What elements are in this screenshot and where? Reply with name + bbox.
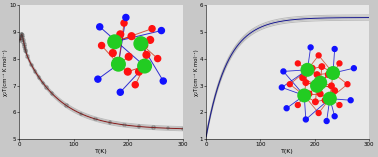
- Point: [21, 43, 27, 46]
- Point: [22, 47, 28, 50]
- Point: [36, 76, 42, 79]
- Point: [21, 41, 27, 43]
- Point: [19, 35, 25, 37]
- Point: [19, 33, 25, 36]
- Point: [107, 121, 113, 124]
- Point: [17, 39, 23, 41]
- Point: [32, 70, 38, 73]
- Point: [40, 81, 46, 84]
- Point: [165, 127, 171, 130]
- Point: [18, 35, 24, 37]
- Point: [20, 39, 26, 41]
- Point: [22, 49, 28, 51]
- Point: [78, 112, 84, 115]
- X-axis label: T(K): T(K): [94, 149, 107, 154]
- Point: [93, 118, 99, 120]
- Point: [49, 92, 55, 95]
- X-axis label: T(K): T(K): [281, 149, 294, 154]
- Point: [22, 45, 28, 48]
- Point: [136, 125, 142, 128]
- Point: [19, 33, 25, 36]
- Y-axis label: χ₂T(cm⁻³ K mol⁻¹): χ₂T(cm⁻³ K mol⁻¹): [194, 49, 198, 96]
- Point: [43, 86, 50, 89]
- Point: [122, 124, 128, 126]
- Point: [180, 127, 186, 130]
- Y-axis label: χ₂T(cm⁻³ K mol⁻¹): χ₂T(cm⁻³ K mol⁻¹): [3, 49, 8, 96]
- Point: [151, 126, 157, 129]
- Point: [28, 63, 34, 66]
- Point: [25, 55, 31, 58]
- Point: [64, 104, 70, 107]
- Point: [18, 37, 24, 40]
- Point: [23, 51, 29, 53]
- Point: [20, 36, 26, 39]
